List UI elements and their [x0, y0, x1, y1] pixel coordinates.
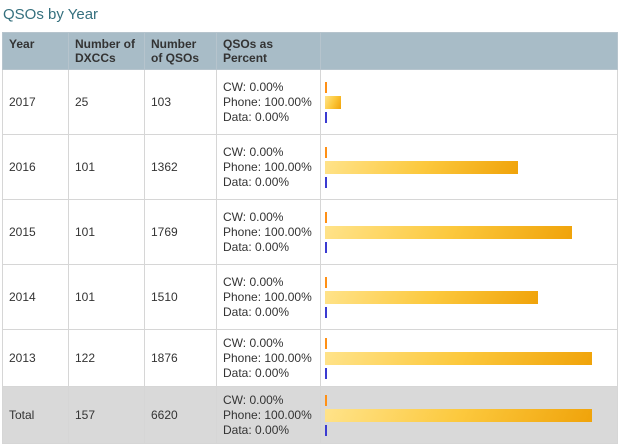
cw-percent-label: CW: 0.00% — [223, 274, 284, 289]
phone-percent-label: Phone: 100.00% — [223, 159, 312, 174]
data-percent-label: Data: 0.00% — [223, 174, 290, 189]
data-percent-label: Data: 0.00% — [223, 304, 290, 319]
percent-text-cell: CW: 0.00% Phone: 100.00% Data: 0.00% — [216, 329, 321, 387]
data-bar — [325, 176, 327, 188]
col-header-chart — [320, 32, 618, 70]
col-header-dxccs: Number of DXCCs — [68, 32, 145, 70]
percent-text-cell: CW: 0.00% Phone: 100.00% Data: 0.00% — [216, 264, 321, 330]
dxcc-count-cell: 25 — [68, 69, 145, 135]
phone-percent-label: Phone: 100.00% — [223, 350, 312, 365]
cw-percent-label: CW: 0.00% — [223, 144, 284, 159]
cw-percent-label: CW: 0.00% — [223, 335, 284, 350]
data-bar — [325, 424, 327, 436]
year-cell: 2016 — [2, 134, 69, 200]
cw-bar — [325, 81, 327, 93]
phone-percent-label: Phone: 100.00% — [223, 224, 312, 239]
qso-count-cell: 1876 — [144, 329, 217, 387]
year-cell: 2017 — [2, 69, 69, 135]
data-percent-label: Data: 0.00% — [223, 239, 290, 254]
cw-bar — [325, 337, 327, 349]
data-bar — [325, 241, 327, 253]
dxcc-count-cell: 101 — [68, 134, 145, 200]
year-cell: 2015 — [2, 199, 69, 265]
phone-bar — [325, 225, 573, 239]
year-cell: 2014 — [2, 264, 69, 330]
bar-chart-cell — [320, 199, 618, 265]
cw-bar — [325, 211, 327, 223]
data-bar — [325, 306, 327, 318]
qso-count-cell: 1769 — [144, 199, 217, 265]
table-row: 2015 101 1769 CW: 0.00% Phone: 100.00% Data: … — [2, 199, 618, 265]
dxcc-count-cell: 157 — [68, 386, 145, 444]
table-header-row: Year Number of DXCCs Number of QSOs QSOs… — [2, 32, 618, 70]
year-cell: Total — [2, 386, 69, 444]
total-row: Total 157 6620 CW: 0.00% Phone: 100.00% Data:… — [2, 386, 618, 444]
year-cell: 2013 — [2, 329, 69, 387]
phone-bar — [325, 160, 519, 174]
dxcc-count-cell: 101 — [68, 199, 145, 265]
cw-percent-label: CW: 0.00% — [223, 209, 284, 224]
dxcc-count-cell: 101 — [68, 264, 145, 330]
bar-chart-cell — [320, 134, 618, 200]
cw-percent-label: CW: 0.00% — [223, 392, 284, 407]
bar-chart-cell — [320, 329, 618, 387]
cw-bar — [325, 394, 327, 406]
data-percent-label: Data: 0.00% — [223, 365, 290, 380]
qso-count-cell: 1362 — [144, 134, 217, 200]
table-row: 2014 101 1510 CW: 0.00% Phone: 100.00% Data: … — [2, 264, 618, 330]
col-header-percent: QSOs as Percent — [216, 32, 321, 70]
qso-count-cell: 6620 — [144, 386, 217, 444]
qso-count-cell: 103 — [144, 69, 217, 135]
table-row: 2016 101 1362 CW: 0.00% Phone: 100.00% Data: … — [2, 134, 618, 200]
bar-chart-cell — [320, 264, 618, 330]
phone-bar — [325, 95, 341, 109]
data-bar — [325, 111, 327, 123]
phone-bar — [325, 351, 592, 365]
phone-bar — [325, 408, 592, 422]
col-header-qsos: Number of QSOs — [144, 32, 217, 70]
bar-chart-cell — [320, 69, 618, 135]
qsos-by-year-table: Year Number of DXCCs Number of QSOs QSOs… — [2, 32, 618, 444]
phone-percent-label: Phone: 100.00% — [223, 407, 312, 422]
phone-bar — [325, 290, 538, 304]
percent-text-cell: CW: 0.00% Phone: 100.00% Data: 0.00% — [216, 134, 321, 200]
cw-bar — [325, 276, 327, 288]
percent-text-cell: CW: 0.00% Phone: 100.00% Data: 0.00% — [216, 386, 321, 444]
qso-count-cell: 1510 — [144, 264, 217, 330]
data-percent-label: Data: 0.00% — [223, 422, 290, 437]
page-title: QSOs by Year — [3, 6, 99, 23]
data-bar — [325, 367, 327, 379]
dxcc-count-cell: 122 — [68, 329, 145, 387]
bar-chart-cell — [320, 386, 618, 444]
table-row: 2013 122 1876 CW: 0.00% Phone: 100.00% Data: … — [2, 329, 618, 387]
phone-percent-label: Phone: 100.00% — [223, 289, 312, 304]
data-percent-label: Data: 0.00% — [223, 109, 290, 124]
percent-text-cell: CW: 0.00% Phone: 100.00% Data: 0.00% — [216, 69, 321, 135]
table-row: 2017 25 103 CW: 0.00% Phone: 100.00% Data: 0.… — [2, 69, 618, 135]
cw-percent-label: CW: 0.00% — [223, 79, 284, 94]
col-header-year: Year — [2, 32, 69, 70]
phone-percent-label: Phone: 100.00% — [223, 94, 312, 109]
percent-text-cell: CW: 0.00% Phone: 100.00% Data: 0.00% — [216, 199, 321, 265]
cw-bar — [325, 146, 327, 158]
